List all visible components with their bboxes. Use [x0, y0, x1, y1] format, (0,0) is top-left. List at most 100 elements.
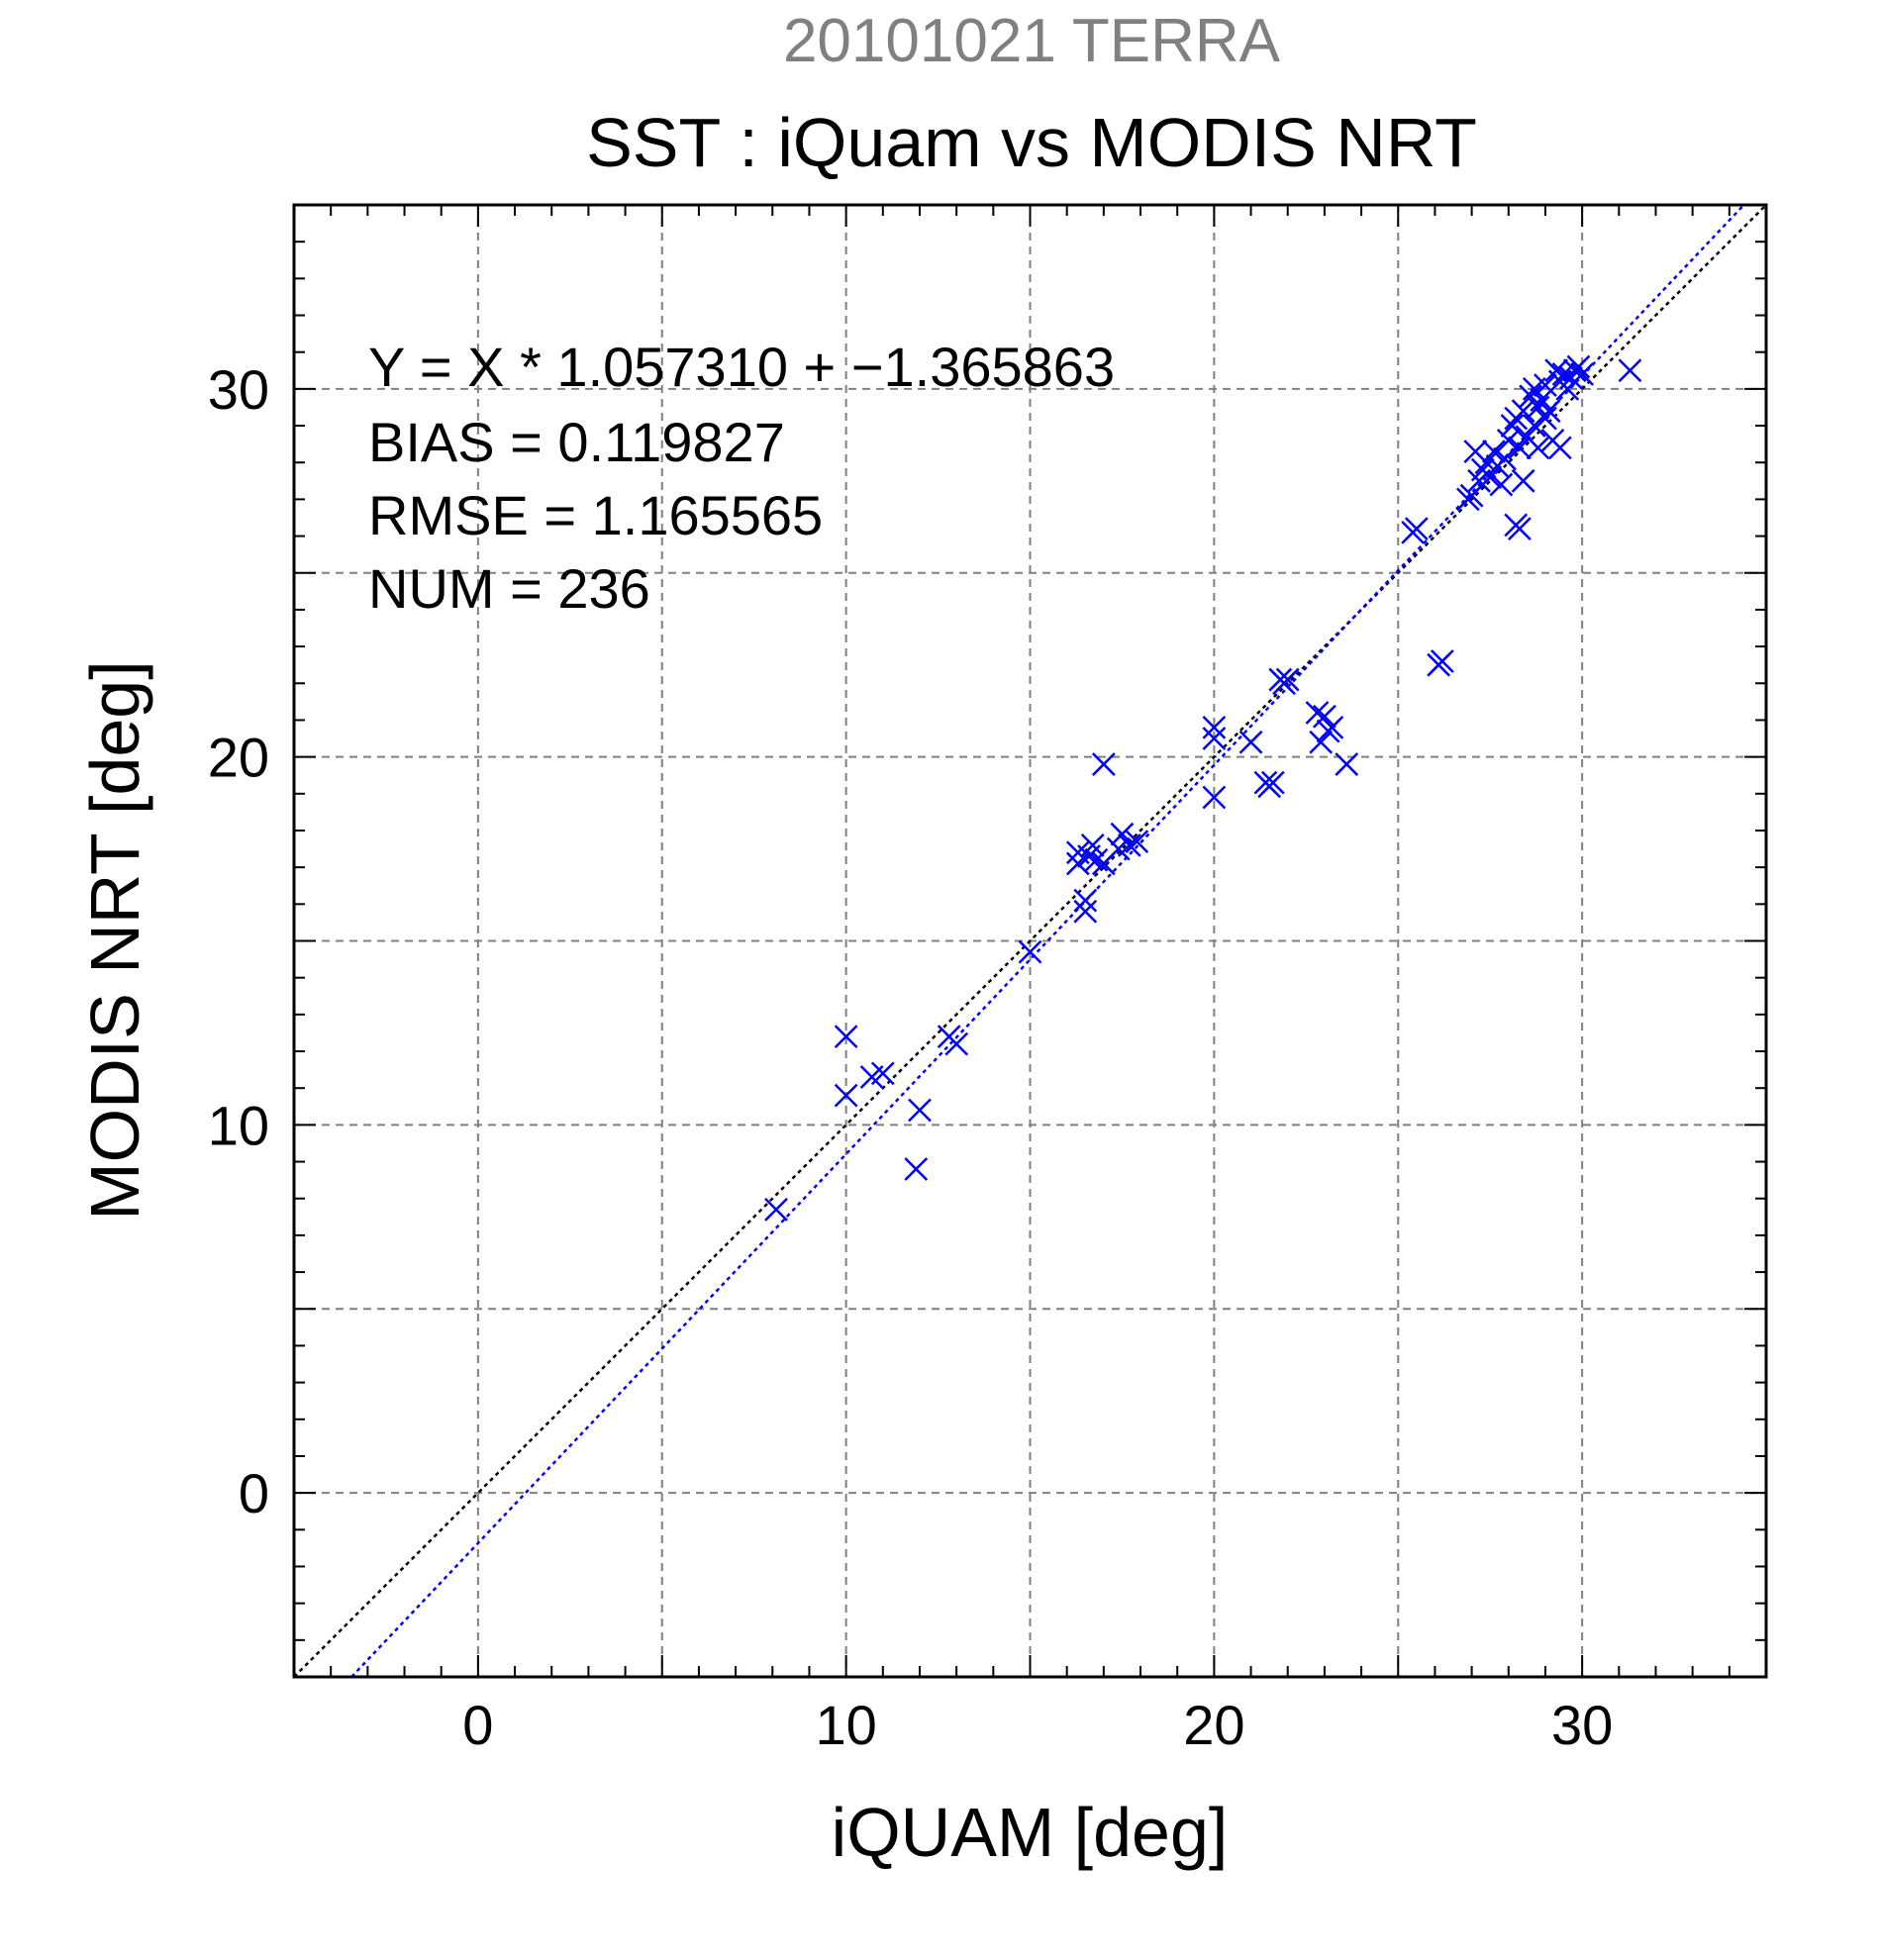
data-point-stroke [1500, 414, 1525, 438]
data-point-stroke [1309, 730, 1334, 754]
data-point [1534, 406, 1557, 431]
data-point-stroke [1534, 406, 1557, 431]
data-point [1482, 440, 1506, 463]
data-point-stroke [1534, 373, 1557, 398]
data-point-stroke [1482, 440, 1506, 463]
data-point-stroke [834, 1025, 858, 1049]
data-point-stroke [1474, 450, 1499, 475]
data-point [1566, 354, 1591, 379]
data-point-stroke [1073, 899, 1098, 924]
data-point-stroke [1618, 358, 1642, 383]
data-point [1478, 465, 1503, 489]
data-point [1496, 429, 1521, 452]
data-point [1202, 785, 1227, 810]
data-point-stroke [1313, 704, 1336, 729]
data-point [1065, 851, 1090, 876]
data-point-stroke [764, 1197, 788, 1222]
data-point [1320, 716, 1344, 739]
y-axis-label: MODIS NRT [deg] [76, 660, 153, 1220]
data-point-stroke [1404, 517, 1429, 541]
bias-stat: BIAS = 0.119827 [368, 411, 785, 473]
data-point [1511, 468, 1535, 493]
x-tick-label: 0 [462, 1694, 493, 1756]
data-point-stroke [1544, 358, 1568, 383]
data-point-stroke [1508, 517, 1532, 541]
data-point-stroke [1275, 667, 1300, 692]
data-point-stroke [1463, 440, 1488, 463]
data-point [1489, 472, 1514, 497]
data-point [1404, 517, 1429, 541]
data-point [1534, 373, 1557, 398]
data-point-stroke [1320, 716, 1344, 739]
data-point [1018, 939, 1042, 964]
data-point-stroke [1526, 436, 1550, 460]
data-point [1073, 888, 1098, 913]
data-point [944, 1031, 969, 1056]
x-axis-label: iQUAM [deg] [832, 1794, 1229, 1871]
data-point-stroke [1536, 399, 1561, 424]
data-point [1511, 399, 1535, 424]
data-point [834, 1025, 858, 1049]
x-tick-label: 20 [1183, 1694, 1244, 1756]
data-point-stroke [1496, 429, 1521, 452]
y-tick-label: 30 [208, 358, 269, 421]
data-point [1547, 436, 1572, 460]
data-point-stroke [1117, 833, 1141, 857]
data-point-stroke [1018, 939, 1042, 964]
data-point-stroke [904, 1157, 929, 1181]
data-point [1570, 362, 1595, 386]
data-point-stroke [944, 1031, 969, 1056]
data-point [1430, 649, 1454, 673]
data-points [764, 354, 1642, 1222]
data-point-stroke [1515, 425, 1539, 449]
data-point-stroke [1110, 822, 1135, 846]
data-point-stroke [1335, 752, 1359, 776]
data-point-stroke [1478, 465, 1503, 489]
data-point-stroke [870, 1061, 895, 1086]
data-point [870, 1061, 895, 1086]
data-point [1508, 517, 1532, 541]
data-point [1500, 414, 1525, 438]
data-point [1313, 704, 1336, 729]
data-point [1080, 833, 1105, 857]
data-point-stroke [1430, 649, 1454, 673]
y-tick-labels: 0 10 20 30 [208, 358, 269, 1524]
num-stat: NUM = 236 [368, 557, 650, 620]
y-tick-label: 20 [208, 727, 269, 789]
data-point [1202, 727, 1227, 750]
data-point [834, 1083, 858, 1108]
data-point-stroke [1091, 752, 1116, 776]
chart-header: 20101021 TERRA [783, 7, 1281, 75]
data-point [904, 1157, 929, 1181]
data-point-stroke [908, 1098, 932, 1123]
data-point-stroke [1202, 727, 1227, 750]
data-point [1526, 436, 1550, 460]
data-point-stroke [1065, 840, 1090, 865]
data-point [1493, 446, 1517, 471]
rmse-stat: RMSE = 1.165565 [368, 484, 823, 546]
data-point [764, 1197, 788, 1222]
data-point-stroke [1202, 785, 1227, 810]
data-point-stroke [1530, 388, 1554, 412]
data-point [1459, 483, 1484, 508]
regression-equation: Y = X * 1.057310 + −1.365863 [368, 336, 1115, 398]
data-point [1073, 899, 1098, 924]
data-point [1508, 436, 1532, 460]
y-tick-label: 10 [208, 1094, 269, 1156]
data-point-stroke [1459, 483, 1484, 508]
data-point-stroke [1084, 847, 1109, 872]
data-point-stroke [1526, 395, 1550, 420]
data-point [1309, 730, 1334, 754]
data-point-stroke [1508, 436, 1532, 460]
data-point-stroke [1125, 830, 1149, 854]
x-tick-label: 10 [815, 1694, 876, 1756]
data-point [1530, 388, 1554, 412]
data-point [1618, 358, 1642, 383]
data-point [1084, 847, 1109, 872]
data-point-stroke [1493, 446, 1517, 471]
data-point-stroke [834, 1083, 858, 1108]
data-point [1275, 667, 1300, 692]
y-tick-label: 0 [239, 1462, 269, 1524]
data-point [1260, 770, 1285, 795]
